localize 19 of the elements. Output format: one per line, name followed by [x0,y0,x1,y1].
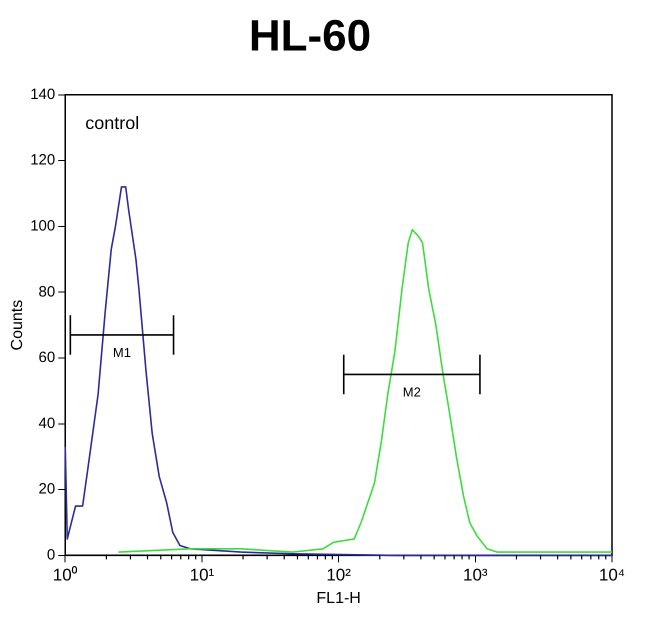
y-tick-label: 40 [38,414,56,432]
x-tick-label: 10³ [463,565,488,584]
series-label: M2 [402,384,421,400]
annotation: control [85,112,140,133]
y-axis-title: Counts [9,300,26,350]
chart-title: HL-60 [248,12,372,61]
y-tick-label: 120 [30,152,56,169]
y-tick-label: 0 [46,546,56,564]
y-tick-label: 100 [30,218,56,235]
y-tick-label: 140 [30,86,56,103]
x-tick-label: 10² [326,565,352,584]
x-axis-title: FL1-H [316,590,361,607]
x-tick-label: 10⁴ [598,565,626,584]
x-tick-label: 10⁰ [52,565,78,584]
y-tick-label: 60 [38,349,56,366]
y-tick-label: 20 [38,480,56,498]
x-tick-label: 10¹ [190,565,215,584]
series-label: M1 [112,345,131,360]
y-tick-label: 80 [38,283,56,300]
